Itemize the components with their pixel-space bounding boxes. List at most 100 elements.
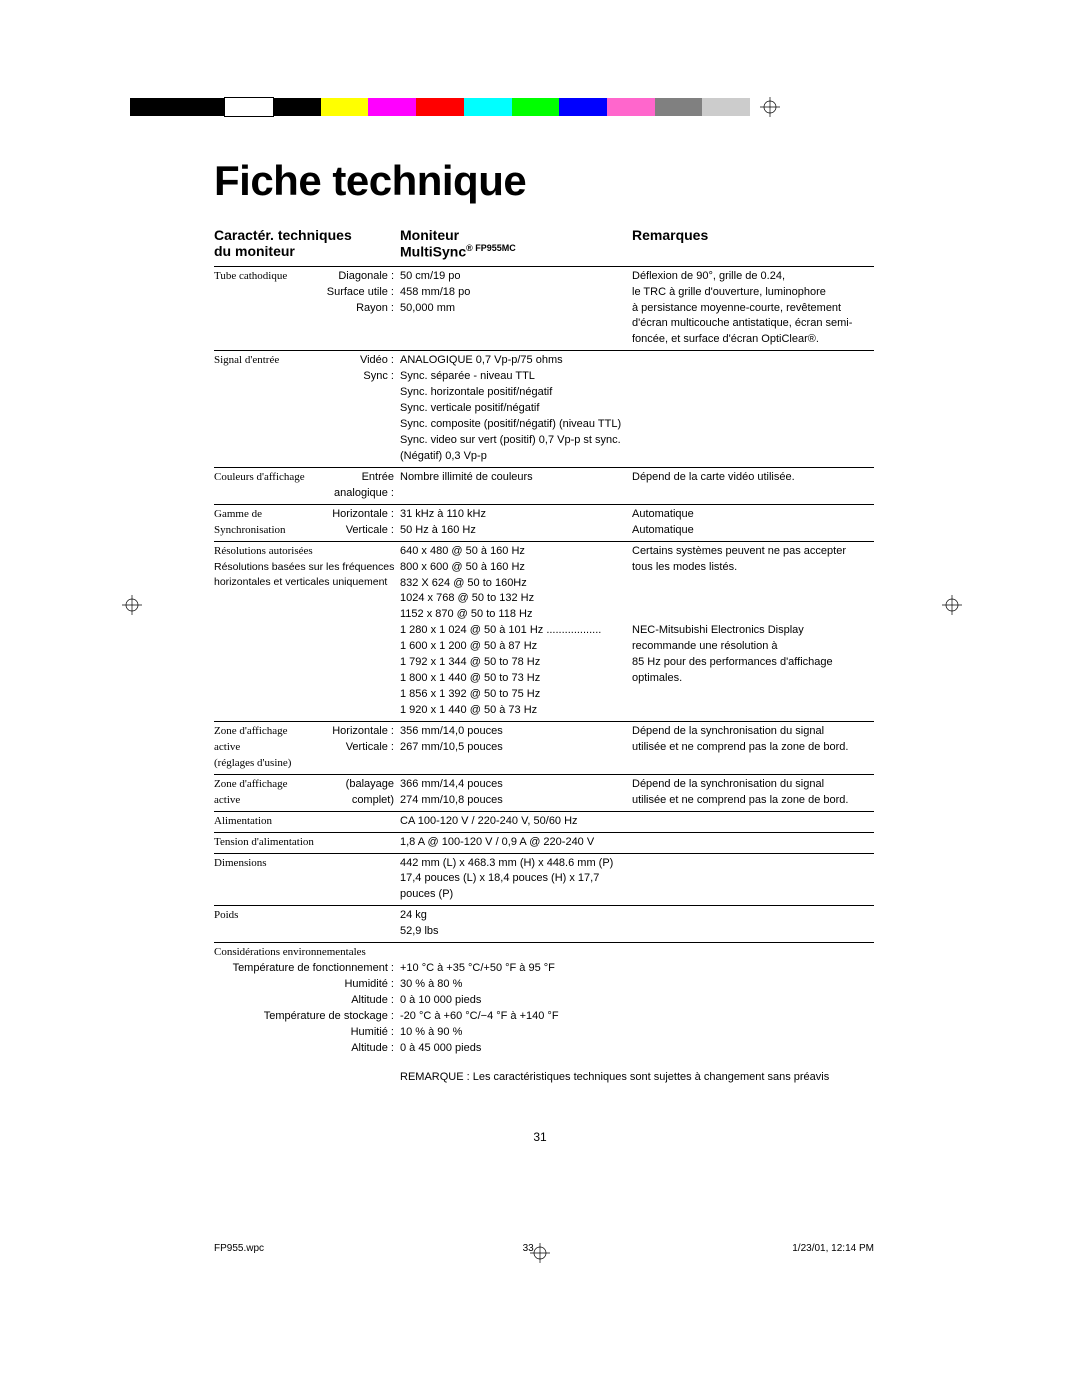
row-sublabels [314,835,400,851]
row-label: Signal d'entrée [214,353,314,465]
row-label-cell: Résolutions autoriséesRésolutions basées… [214,544,400,719]
row-value: 52,9 lbs [400,924,632,940]
row-sublabel: Altitude : [214,1041,400,1057]
row-value: (Négatif) 0,3 Vp-p [400,449,632,465]
color-swatch [559,98,607,116]
row-value-cell: CA 100-120 V / 220-240 V, 50/60 Hz [400,814,632,830]
row-value-cell: +10 °C à +35 °C/+50 °F à 95 °F30 % à 80 … [400,945,632,1057]
row-value: 31 kHz à 110 kHz [400,507,632,523]
row-value: CA 100-120 V / 220-240 V, 50/60 Hz [400,814,632,830]
row-sublabel: Diagonale : [314,269,394,285]
row-sublabel: Altitude : [214,993,400,1009]
table-row: Couleurs d'affichageEntrée analogique :N… [214,468,874,505]
row-sublabels: Vidéo :Sync : [314,353,400,465]
row-label: Poids [214,908,314,940]
row-remark: foncée, et surface d'écran OptiClear®. [632,332,874,348]
row-sublabel: Verticale : [314,523,394,539]
color-swatch [655,98,703,116]
row-value: 640 x 480 @ 50 à 160 Hz [400,544,632,560]
row-remark: Dépend de la carte vidéo utilisée. [632,470,874,486]
row-value: 366 mm/14,4 pouces [400,777,632,793]
row-value: 1 800 x 1 440 @ 50 to 73 Hz [400,671,632,687]
color-swatch [512,98,560,116]
table-row: Zone d'affichage active(balayage complet… [214,775,874,812]
row-remark-cell [632,814,874,830]
table-row: Tension d'alimentation1,8 A @ 100-120 V … [214,833,874,854]
row-value: 458 mm/18 po [400,285,632,301]
row-remark: Certains systèmes peuvent ne pas accepte… [632,544,874,560]
row-value: 1 920 x 1 440 @ 50 à 73 Hz [400,703,632,719]
row-remark: Automatique [632,507,874,523]
row-sublabel: Température de fonctionnement : [214,961,400,977]
row-value: 1 856 x 1 392 @ 50 to 75 Hz [400,687,632,703]
color-swatch [321,98,369,116]
color-swatch [178,98,226,116]
row-sublabel: Entrée analogique : [314,470,394,502]
row-remark: optimales. [632,671,874,687]
row-sublabel: Rayon : [314,301,394,317]
row-value: 1152 x 870 @ 50 to 118 Hz [400,607,632,623]
color-swatch [702,98,750,116]
row-value: Sync. composite (positif/négatif) (nivea… [400,417,632,433]
row-sublabels [314,908,400,940]
row-value: Nombre illimité de couleurs [400,470,632,486]
print-footer: FP955.wpc 33 1/23/01, 12:14 PM [214,1243,874,1254]
row-label: Tension d'alimentation [214,835,314,851]
row-label: Couleurs d'affichage [214,470,314,502]
header-col1-line2: du moniteur [214,243,400,259]
row-value: Sync. verticale positif/négatif [400,401,632,417]
row-remark-cell: Dépend de la synchronisation du signalut… [632,724,874,772]
row-value: Sync. séparée - niveau TTL [400,369,632,385]
row-remark [632,591,874,607]
row-value: 0 à 10 000 pieds [400,993,632,1009]
row-value: 24 kg [400,908,632,924]
header-col2-line2: MultiSync® FP955MC [400,243,632,260]
footnote: REMARQUE : Les caractéristiques techniqu… [214,1071,874,1083]
row-label-cell: Tube cathodiqueDiagonale :Surface utile … [214,269,400,349]
row-value: 10 % à 90 % [400,1025,632,1041]
row-label-cell: Couleurs d'affichageEntrée analogique : [214,470,400,502]
row-label-sub: horizontales et verticales uniquement [214,575,400,590]
row-value: +10 °C à +35 °C/+50 °F à 95 °F [400,961,632,977]
row-sublabel: Verticale : [314,740,394,756]
row-value: 356 mm/14,0 pouces [400,724,632,740]
row-sublabels: Horizontale :Verticale : [314,507,400,539]
row-value: 50,000 mm [400,301,632,317]
row-value: 1 792 x 1 344 @ 50 to 78 Hz [400,655,632,671]
row-value: 50 Hz à 160 Hz [400,523,632,539]
row-value: 0 à 45 000 pieds [400,1041,632,1057]
row-value: 1024 x 768 @ 50 to 132 Hz [400,591,632,607]
row-remark: tous les modes listés. [632,560,874,576]
row-label-cell: Zone d'affichage active(balayage complet… [214,777,400,809]
header-col1-line1: Caractér. techniques [214,227,400,243]
table-header: Caractér. techniques du moniteur Moniteu… [214,227,874,267]
row-value [400,945,632,961]
row-value: 274 mm/10,8 pouces [400,793,632,809]
row-value-cell: 50 cm/19 po458 mm/18 po50,000 mm [400,269,632,349]
table-row: Zone d'affichage active(réglages d'usine… [214,722,874,775]
row-value-cell: Nombre illimité de couleurs [400,470,632,502]
row-sublabel: (balayage complet) [314,777,394,809]
row-remark-cell [632,835,874,851]
row-label-cell: Signal d'entréeVidéo :Sync : [214,353,400,465]
color-swatch [464,98,512,116]
table-row: AlimentationCA 100-120 V / 220-240 V, 50… [214,812,874,833]
color-swatch [273,98,321,116]
row-sublabels [314,814,400,830]
row-value-cell: 366 mm/14,4 pouces274 mm/10,8 pouces [400,777,632,809]
row-remark-cell [632,856,874,904]
color-swatch [225,98,273,116]
row-label: Zone d'affichage active(réglages d'usine… [214,724,314,772]
header-col2-line1: Moniteur [400,227,632,243]
row-label-cell: Tension d'alimentation [214,835,400,851]
registration-mark-icon [122,595,142,615]
row-remark [632,607,874,623]
row-remark: NEC-Mitsubishi Electronics Display [632,623,874,639]
row-label: Résolutions autorisées [214,544,400,560]
row-remark: le TRC à grille d'ouverture, luminophore [632,285,874,301]
row-remark-cell [632,353,874,465]
row-label: Zone d'affichage active [214,777,314,809]
row-value: 832 X 624 @ 50 to 160Hz [400,576,632,592]
row-value-cell: 31 kHz à 110 kHz50 Hz à 160 Hz [400,507,632,539]
row-sublabels: Horizontale :Verticale : [314,724,400,772]
